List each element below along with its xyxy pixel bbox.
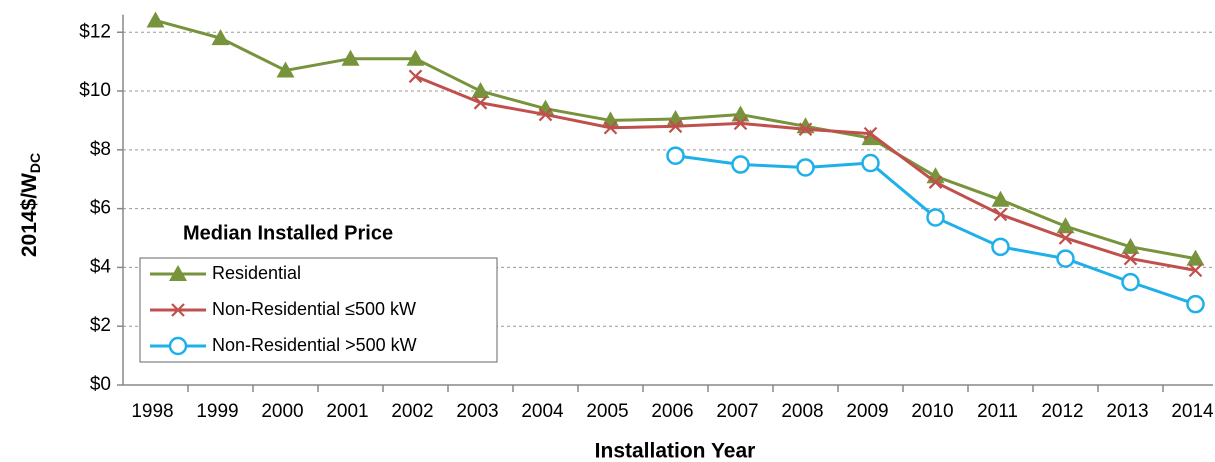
- marker-triangle: [471, 82, 490, 99]
- legend: Residential Non-Residential ≤500 kW Non-Re…: [139, 257, 498, 363]
- legend-label: Residential: [212, 263, 301, 283]
- marker-triangle: [536, 99, 555, 116]
- x-tick-label: 2009: [846, 401, 888, 422]
- marker-circle: [796, 158, 815, 177]
- marker-circle: [1121, 272, 1140, 292]
- x-tick-label: 2012: [1041, 401, 1083, 422]
- marker-x: [473, 96, 488, 110]
- y-axis-title-sub: DC: [27, 153, 43, 173]
- y-tick-label: $10: [79, 80, 111, 101]
- y-axis-title-main: 2014$/W: [18, 173, 41, 257]
- marker-circle: [666, 146, 685, 165]
- marker-x: [538, 107, 553, 122]
- marker-x: [603, 121, 618, 135]
- x-tick-label: 2014: [1171, 401, 1214, 422]
- x-tick-label: 1998: [131, 401, 173, 422]
- legend-label: Non-Residential ≤500 kW: [212, 299, 416, 319]
- x-tick-label: 2005: [586, 401, 628, 422]
- marker-triangle: [1186, 249, 1205, 266]
- marker-triangle: [169, 265, 187, 281]
- x-tick-label: 2006: [651, 401, 693, 422]
- y-tick-label: $8: [90, 139, 111, 160]
- marker-circle: [168, 336, 188, 356]
- marker-triangle: [341, 49, 360, 66]
- marker-triangle: [861, 129, 880, 146]
- x-axis-title: Installation Year: [595, 440, 756, 462]
- y-tick-label: $2: [90, 315, 111, 336]
- y-tick-label: $0: [90, 374, 111, 395]
- legend-title: Median Installed Price: [183, 222, 393, 244]
- y-tick-label: $6: [90, 198, 111, 219]
- marker-x: [171, 303, 185, 317]
- marker-circle: [1186, 294, 1205, 314]
- marker-x: [733, 116, 748, 131]
- x-tick-label: 2001: [326, 401, 368, 422]
- marker-x: [798, 122, 813, 137]
- x-tick-label: 2007: [716, 401, 758, 422]
- x-tick-label: 2002: [391, 401, 433, 422]
- marker-x: [863, 126, 878, 141]
- marker-triangle: [1056, 217, 1075, 234]
- marker-circle: [926, 208, 945, 227]
- marker-circle: [1056, 249, 1075, 268]
- marker-triangle: [211, 29, 230, 46]
- marker-circle: [861, 153, 880, 173]
- x-tick-label: 2003: [456, 401, 498, 422]
- marker-triangle: [406, 49, 425, 66]
- marker-x: [1123, 251, 1138, 266]
- marker-circle: [731, 155, 750, 174]
- marker-triangle: [276, 61, 295, 78]
- x-tick-label: 2000: [261, 401, 303, 422]
- y-axis-title: 2014$/WDC: [18, 153, 43, 257]
- marker-x: [668, 119, 683, 134]
- marker-circle: [991, 237, 1010, 257]
- marker-triangle: [991, 190, 1010, 207]
- x-tick-label: 2008: [781, 401, 823, 422]
- marker-x: [993, 207, 1008, 222]
- marker-x: [1188, 263, 1203, 278]
- marker-triangle: [146, 11, 165, 28]
- x-tick-label: 2013: [1106, 401, 1148, 422]
- marker-x: [1058, 231, 1073, 245]
- x-tick-label: 2011: [977, 401, 1018, 422]
- marker-x: [408, 69, 423, 84]
- y-tick-label: $4: [90, 256, 112, 277]
- y-tick-label: $12: [79, 21, 111, 42]
- x-tick-label: 2010: [911, 401, 953, 422]
- x-tick-label: 2004: [521, 401, 564, 422]
- legend-label: Non-Residential >500 kW: [212, 335, 417, 355]
- marker-triangle: [1121, 237, 1140, 254]
- marker-x: [928, 175, 943, 189]
- x-tick-label: 1999: [196, 401, 238, 422]
